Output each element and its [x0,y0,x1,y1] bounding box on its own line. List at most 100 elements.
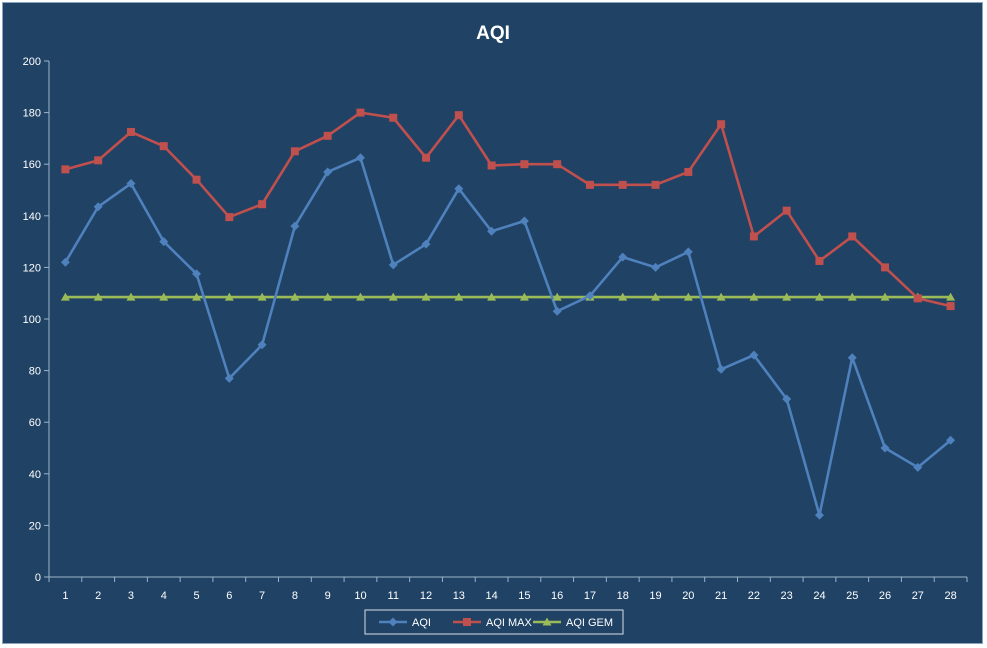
data-point-aqi-gem [159,292,169,301]
data-point-aqi-gem [126,292,136,301]
data-point-aqi-max [159,142,168,151]
x-tick-label: 8 [292,590,298,602]
data-point-aqi-gem [192,292,202,301]
x-tick-label: 9 [325,590,331,602]
data-point-aqi-gem [224,292,234,301]
x-tick-label: 10 [354,590,366,602]
data-point-aqi [257,340,267,350]
series-line-aqi-max [65,111,951,308]
data-point-aqi-gem [716,292,726,301]
data-point-aqi-max [61,165,70,174]
legend-label-aqi: AQI [412,617,431,629]
data-point-aqi-gem [454,292,464,301]
data-point-aqi-max [422,153,431,162]
y-tick-label: 20 [29,520,41,532]
data-point-aqi [683,247,693,257]
data-point-aqi-gem [323,292,333,301]
data-point-aqi-gem [880,292,890,301]
data-point-aqi [421,239,431,249]
data-point-aqi-max [815,256,824,265]
data-point-aqi [159,237,169,247]
data-point-aqi-gem [847,292,857,301]
data-point-aqi [782,394,792,404]
data-point-aqi-max [94,156,103,165]
x-tick-label: 19 [649,590,661,602]
data-point-aqi-max [684,167,693,176]
x-tick-label: 26 [879,590,891,602]
x-tick-label: 16 [551,590,563,602]
data-point-aqi-gem [552,292,562,301]
y-tick-label: 0 [35,572,41,584]
data-point-aqi-max [913,294,922,303]
data-point-aqi-max [618,180,627,189]
y-tick-label: 100 [23,314,41,326]
y-tick-label: 80 [29,366,41,378]
x-tick-label: 14 [485,590,497,602]
data-point-aqi-gem [290,292,300,301]
data-point-aqi [224,373,234,383]
data-point-aqi [487,226,497,236]
data-point-aqi-max [749,232,758,241]
data-point-aqi-max [356,108,365,117]
legend-label-aqi-gem: AQI GEM [566,617,613,629]
data-point-aqi-gem [651,292,661,301]
x-tick-label: 17 [584,590,596,602]
data-point-aqi-max [553,160,562,169]
legend-marker-aqi-gem [542,617,552,626]
data-point-aqi-gem [749,292,759,301]
data-point-aqi-gem [618,292,628,301]
data-point-aqi-max [258,200,267,209]
x-tick-label: 24 [813,590,825,602]
data-point-aqi [388,260,398,270]
data-point-aqi [749,350,759,360]
data-point-aqi-max [782,206,791,215]
legend-marker-aqi-max [463,618,471,626]
legend: AQI AQI MAX AQI GEM [364,609,624,635]
legend-marker-aqi [388,617,398,627]
y-tick-label: 120 [23,262,41,274]
data-point-aqi [847,353,857,363]
data-point-aqi-gem [257,292,267,301]
y-tick-label: 180 [23,108,41,120]
x-tick-label: 23 [781,590,793,602]
data-point-aqi-max [520,160,529,169]
x-tick-label: 20 [682,590,694,602]
data-point-aqi-max [881,263,890,272]
data-point-aqi [93,202,103,212]
y-tick-label: 60 [29,417,41,429]
data-point-aqi-max [225,213,234,222]
data-point-aqi-max [487,161,496,170]
data-point-aqi-gem [421,292,431,301]
data-point-aqi-gem [519,292,529,301]
data-point-aqi [618,252,628,262]
data-point-aqi-max [126,127,135,136]
chart-title: AQI [476,23,510,44]
x-tick-label: 13 [453,590,465,602]
data-point-aqi-max [389,113,398,122]
x-tick-label: 18 [617,590,629,602]
data-point-aqi-max [585,180,594,189]
data-point-aqi [126,179,136,189]
data-point-aqi [585,291,595,301]
x-tick-label: 27 [912,590,924,602]
data-point-aqi-gem [388,292,398,301]
data-point-aqi-gem [814,292,824,301]
x-tick-label: 1 [62,590,68,602]
data-point-aqi-max [848,232,857,241]
data-point-aqi-max [946,302,955,311]
data-point-aqi-max [323,131,332,140]
data-point-aqi [814,510,824,520]
y-tick-label: 160 [23,159,41,171]
data-point-aqi-max [717,120,726,129]
x-tick-label: 5 [193,590,199,602]
x-tick-label: 12 [420,590,432,602]
data-point-aqi-max [290,147,299,156]
x-tick-label: 21 [715,590,727,602]
x-tick-label: 3 [128,590,134,602]
x-tick-label: 4 [161,590,167,602]
x-tick-label: 22 [748,590,760,602]
x-tick-label: 28 [944,590,956,602]
data-point-aqi [716,364,726,374]
